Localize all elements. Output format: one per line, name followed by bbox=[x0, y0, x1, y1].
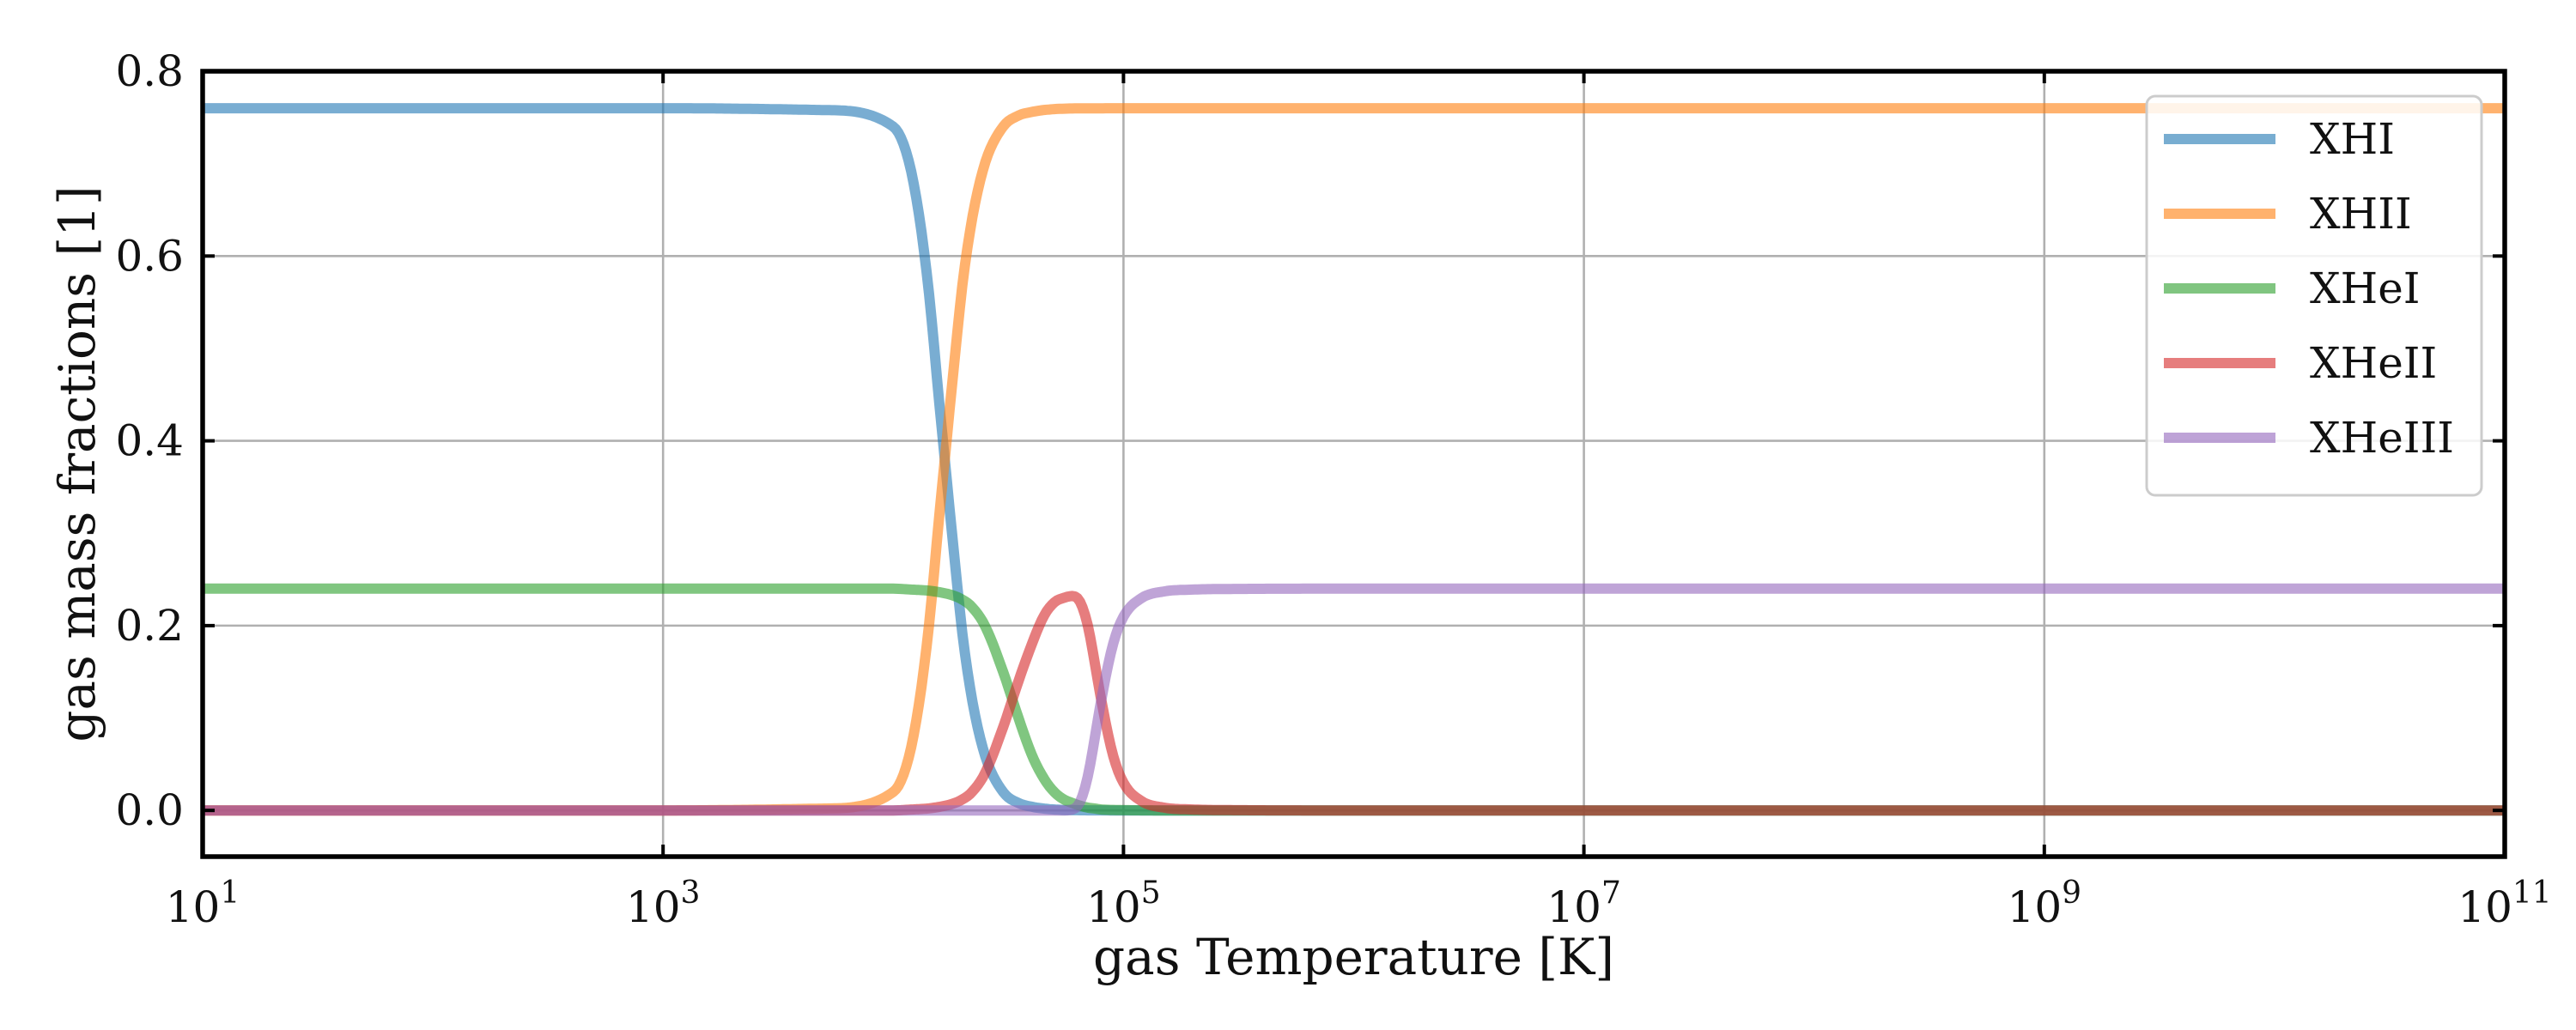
x-tick-label: 105 bbox=[1086, 876, 1161, 932]
y-tick-label: 0.6 bbox=[115, 231, 184, 281]
series-line-xheiii bbox=[200, 583, 2507, 816]
series-layer bbox=[200, 103, 2507, 816]
x-axis-label: gas Temperature [K] bbox=[1093, 928, 1614, 986]
y-axis-label: gas mass fractions [1] bbox=[48, 185, 106, 742]
series-line-xheii bbox=[200, 591, 2507, 816]
plot-frame bbox=[200, 69, 2507, 859]
legend-label-xheiii: XHeIII bbox=[2310, 413, 2454, 463]
x-tick-label: 101 bbox=[166, 876, 240, 932]
y-tick-label: 0.4 bbox=[115, 416, 184, 466]
legend-label-xhei: XHeI bbox=[2310, 264, 2421, 313]
legend-label-xheii: XHeII bbox=[2310, 338, 2437, 388]
x-tick-label: 107 bbox=[1546, 876, 1621, 932]
y-tick-label: 0.2 bbox=[115, 601, 184, 651]
x-tick-label: 103 bbox=[626, 876, 701, 932]
legend-label-xhi: XHI bbox=[2310, 114, 2395, 164]
legend: XHI XHII XHeI XHeII XHeIII bbox=[2145, 94, 2483, 497]
y-tick-label: 0.8 bbox=[115, 46, 184, 96]
legend-label-xhii: XHII bbox=[2310, 189, 2412, 239]
series-line-xhei bbox=[200, 583, 2507, 816]
y-tick-label: 0.0 bbox=[115, 785, 184, 835]
legend-box bbox=[2145, 94, 2483, 497]
x-tick-label: 109 bbox=[2008, 876, 2082, 932]
tick-layer: 101 103 105 107 109 1011 0.0 0.2 0.4 0.6 0.8 bbox=[115, 46, 2551, 932]
x-tick-label: 1011 bbox=[2458, 876, 2551, 932]
